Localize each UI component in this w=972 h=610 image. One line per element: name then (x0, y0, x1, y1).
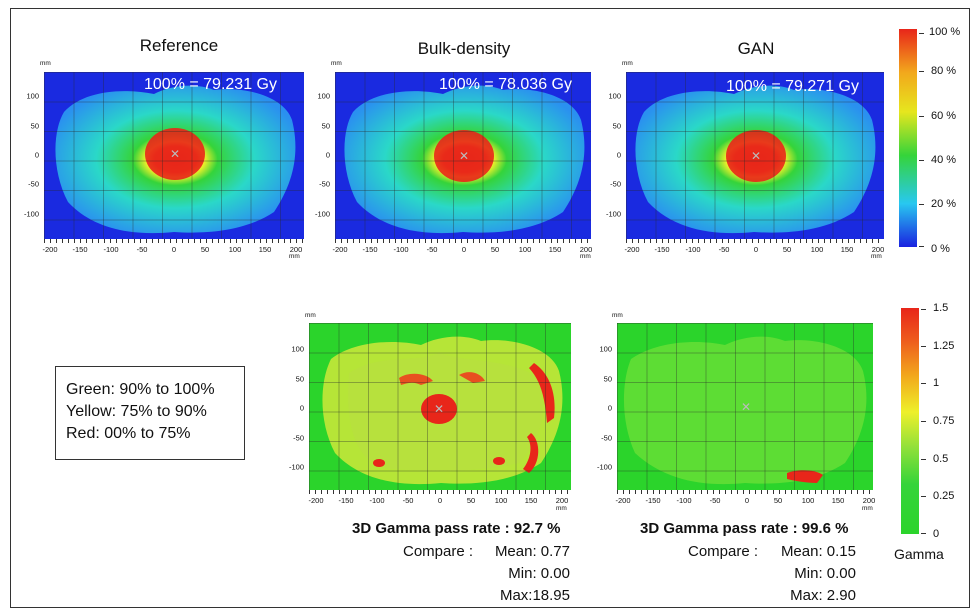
bulk-density-dose-map: ✕ 100% = 78.036 Gy (335, 72, 591, 239)
y-axis-bulk-density: 100 50 0 -50 -100 (314, 91, 330, 219)
isocenter-marker: ✕ (433, 402, 445, 416)
dose-colorbar-label: 80 % (931, 65, 957, 77)
x-axis-gan-gamma: -200 -150 -100 -50 0 50 100 150 200 (615, 496, 876, 505)
gan-gamma-map: ✕ (617, 323, 873, 490)
x-unit: mm (556, 505, 567, 512)
reference-dose-shape (55, 85, 296, 234)
gan-mean: Mean: 0.15 (780, 543, 856, 560)
x-axis-bulk-density: -200 -150 -100 -50 0 50 100 150 200 (332, 245, 593, 254)
reference-dose-map: ✕ 100% = 79.231 Gy (44, 72, 304, 239)
dose-colorbar-label: 20 % (931, 198, 957, 210)
gan-min: Min: 0.00 (794, 565, 856, 582)
gan-gamma-shape (623, 336, 867, 485)
gan-compare-label: Compare : (688, 543, 759, 560)
gan-pass-rate: 3D Gamma pass rate : 99.6 % (640, 520, 849, 537)
x-ticks (44, 239, 304, 243)
bulk-density-pass-rate: 3D Gamma pass rate : 92.7 % (352, 520, 561, 537)
gamma-colorbar-label: 0.5 (933, 453, 949, 465)
x-axis-reference: -200 -150 -100 -50 0 50 100 150 200 (42, 245, 303, 254)
y-unit: mm (331, 60, 342, 67)
x-ticks (309, 490, 571, 494)
x-ticks (335, 239, 591, 243)
y-unit: mm (622, 60, 633, 67)
x-unit: mm (871, 253, 882, 260)
x-axis-bulk-density-gamma: -200 -150 -100 -50 0 50 100 150 200 (308, 496, 569, 505)
bulk-density-title: Bulk-density (417, 39, 511, 58)
dose-colorbar-label: 40 % (931, 154, 957, 166)
gan-dose-shape (635, 85, 876, 234)
legend-yellow: Yellow: 75% to 90% (66, 403, 207, 420)
bulk-density-compare-label: Compare : (403, 543, 474, 560)
bulk-density-gamma-shape (322, 336, 563, 485)
gamma-colorbar-label: 1.25 (933, 340, 955, 352)
x-ticks (617, 490, 873, 494)
legend-red: Red: 00% to 75% (66, 425, 191, 442)
y-axis-reference: 100 50 0 -50 -100 (23, 91, 39, 219)
gan-title: GAN (737, 39, 775, 58)
y-unit: mm (305, 312, 316, 319)
gan-max: Max: 2.90 (790, 587, 856, 604)
x-axis-gan: -200 -150 -100 -50 0 50 100 150 200 (624, 245, 885, 254)
gamma-colorbar-label: 0 (933, 528, 940, 540)
y-axis-gan-gamma: 100 50 0 -50 -100 (596, 344, 612, 472)
isocenter-marker: ✕ (458, 149, 470, 163)
y-unit: mm (612, 312, 623, 319)
dose-colorbar (899, 29, 917, 247)
bulk-density-dose-shape (344, 85, 585, 234)
isocenter-marker: ✕ (740, 400, 752, 414)
y-axis-gan: 100 50 0 -50 -100 (605, 91, 621, 219)
bulk-density-max: Max:18.95 (499, 587, 570, 604)
figure-frame (10, 8, 970, 608)
dose-colorbar-label: 100 % (929, 26, 961, 38)
x-unit: mm (862, 505, 873, 512)
reference-dose-label: 100% = 79.231 Gy (144, 76, 277, 93)
gamma-legend-box: Green: 90% to 100% Yellow: 75% to 90% Re… (55, 366, 245, 460)
gamma-colorbar (901, 308, 919, 534)
isocenter-marker: ✕ (169, 147, 181, 161)
dose-colorbar-label: 60 % (931, 110, 957, 122)
x-unit: mm (580, 253, 591, 260)
gamma-colorbar-label: 0.75 (933, 415, 955, 427)
gamma-colorbar-label: 1 (933, 377, 940, 389)
gamma-colorbar-title: Gamma (894, 546, 944, 562)
dose-colorbar-label: 0 % (931, 243, 950, 255)
gan-dose-map: ✕ 100% = 79.271 Gy (626, 72, 884, 239)
x-unit: mm (289, 253, 300, 260)
isocenter-marker: ✕ (750, 149, 762, 163)
y-unit: mm (40, 60, 51, 67)
bulk-density-min: Min: 0.00 (508, 565, 570, 582)
bulk-density-dose-label: 100% = 78.036 Gy (439, 76, 572, 93)
gan-dose-label: 100% = 79.271 Gy (726, 78, 859, 95)
reference-title: Reference (139, 36, 219, 55)
bulk-density-mean: Mean: 0.77 (494, 543, 570, 560)
gamma-colorbar-label: 1.5 (933, 302, 949, 314)
y-axis-bulk-density-gamma: 100 50 0 -50 -100 (288, 344, 304, 472)
gamma-colorbar-label: 0.25 (933, 490, 955, 502)
x-ticks (626, 239, 884, 243)
bulk-density-gamma-map: ✕ (309, 323, 571, 490)
legend-green: Green: 90% to 100% (66, 381, 215, 398)
